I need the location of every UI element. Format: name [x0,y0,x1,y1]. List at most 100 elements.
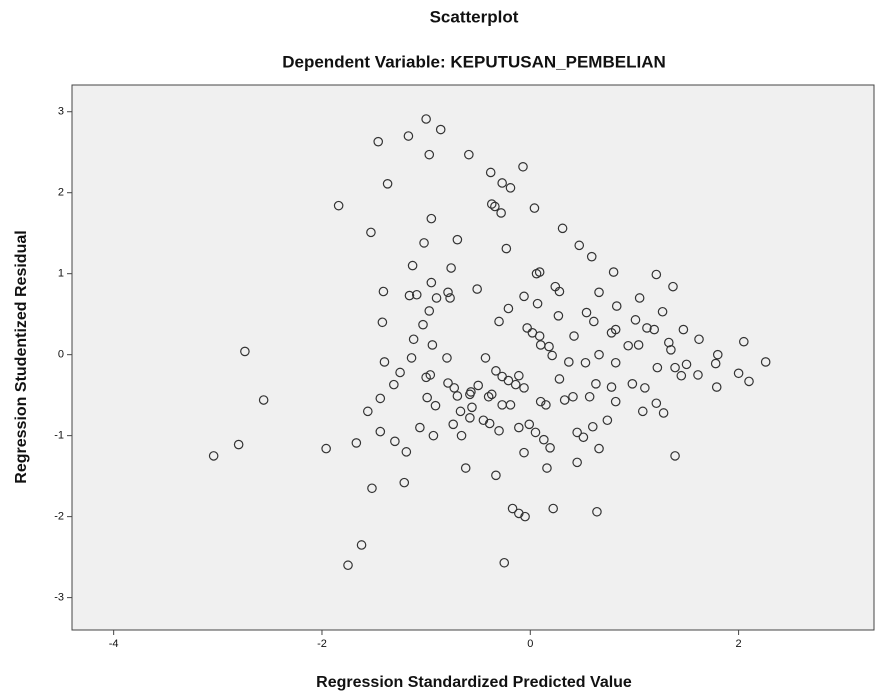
point [497,178,507,188]
point [633,340,644,350]
point [710,358,721,369]
plot-area [71,84,875,631]
point [366,227,376,238]
point [642,323,652,333]
point [490,201,500,212]
point [424,149,435,160]
point [208,451,219,461]
point [435,124,446,135]
point [606,382,617,392]
point [514,422,524,433]
point [676,370,687,381]
point [356,540,367,550]
chart-title: Scatterplot [430,7,519,26]
point [486,389,497,400]
point [666,345,676,355]
point [351,438,362,448]
y-tick-label: 3 [58,106,64,118]
point [586,251,597,262]
point [455,406,466,417]
point [240,346,250,357]
y-tick-label: 1 [58,268,64,280]
point [377,317,388,328]
point [587,421,598,432]
point [744,376,754,387]
point [572,427,582,438]
point [484,418,495,429]
point [343,560,353,571]
point [442,353,452,363]
point [403,131,414,141]
point [507,503,518,514]
point [449,383,460,393]
point [501,243,512,254]
point [258,395,269,405]
point [379,357,390,367]
point [693,370,703,380]
point [651,269,662,280]
point [496,208,506,218]
point [452,391,463,401]
point [375,393,386,404]
point [503,303,514,314]
y-tick-label: 0 [58,349,64,361]
point [427,340,438,350]
point [589,316,599,327]
point [505,400,516,410]
point [678,324,689,335]
point [446,263,456,273]
point [594,349,604,360]
point [539,434,549,445]
point [373,136,384,147]
point [581,307,592,318]
point [557,223,568,234]
point [670,362,680,373]
point [363,406,373,417]
point [739,336,749,347]
point [465,413,475,423]
point [522,323,532,333]
point [694,334,704,345]
point [467,402,477,413]
point [637,406,648,417]
point [448,419,459,430]
point [472,284,482,294]
point [473,380,484,391]
point [712,349,723,360]
point [419,238,429,248]
point [494,425,504,436]
point [483,391,494,402]
point [428,430,439,441]
point [651,398,662,409]
point [627,379,638,389]
point [594,443,604,454]
point [491,366,501,376]
point [460,463,471,473]
point [389,379,399,390]
point [568,391,578,402]
point [760,357,771,367]
point [452,234,463,245]
point [574,240,585,251]
point [520,511,530,522]
point [505,183,516,193]
point [421,372,431,383]
point [564,357,574,367]
point [407,260,418,271]
point [456,430,467,441]
x-axis-title: Regression Standardized Predicted Value [316,674,632,691]
point [634,293,645,303]
point [572,457,582,468]
point [608,267,619,277]
point [670,451,680,461]
point [668,281,678,292]
y-tick-label: -1 [54,430,64,442]
point [424,306,435,316]
x-tick-label: 0 [527,638,533,650]
y-tick-label: 2 [58,187,64,199]
point [426,213,437,224]
point [606,328,617,338]
point [510,379,521,390]
x-tick-label: 2 [736,638,742,650]
